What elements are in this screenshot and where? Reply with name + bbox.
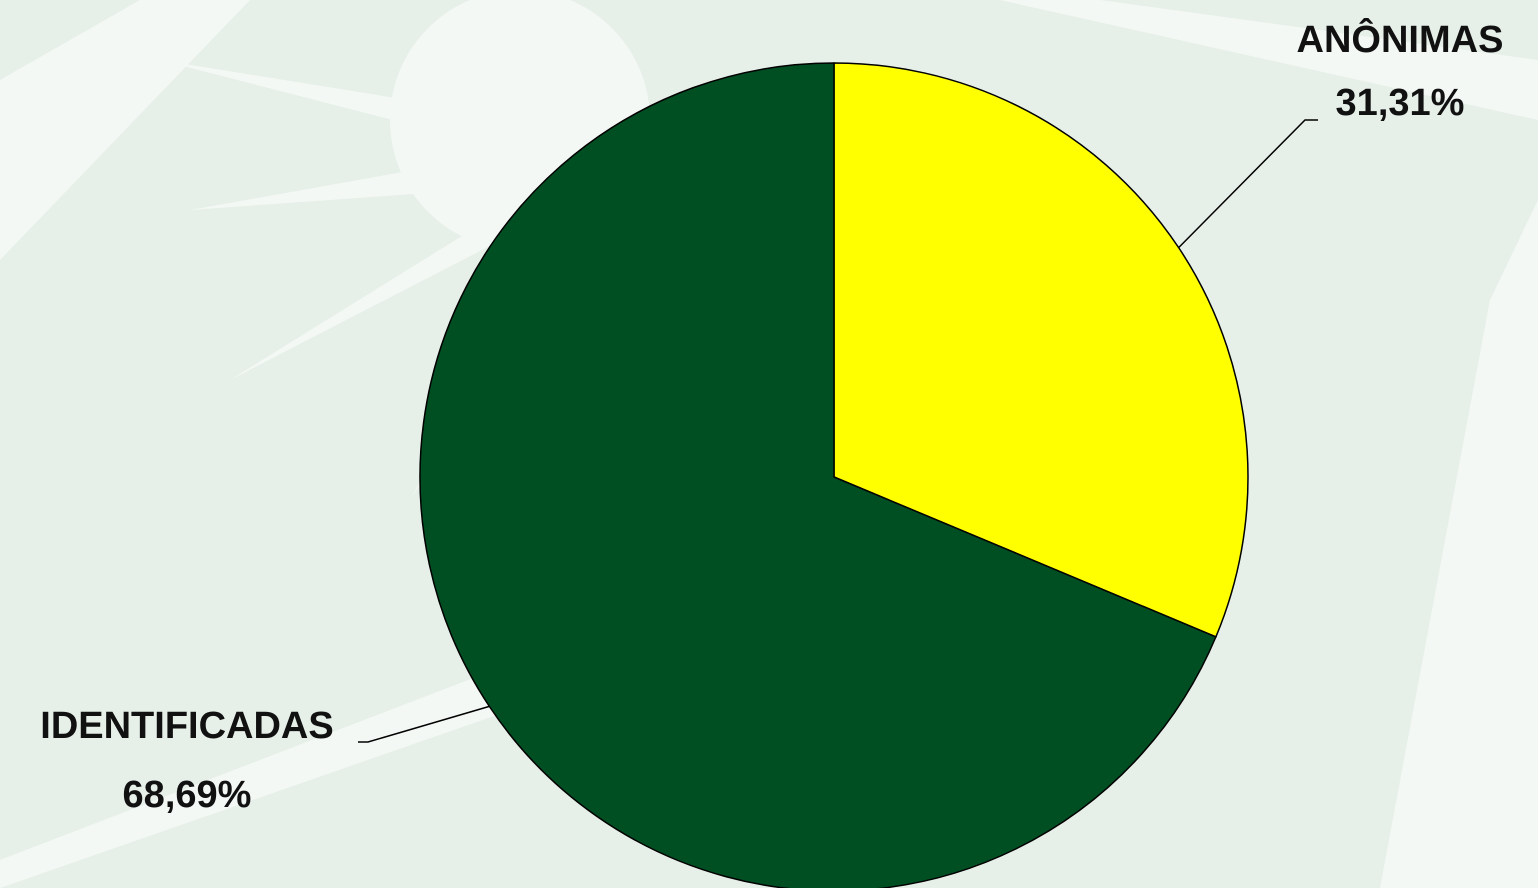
ray (1380, 200, 1538, 888)
pie-slice (419, 62, 1217, 892)
value-label: 31,31% (1336, 82, 1465, 124)
slice-label: IDENTIFICADAS (40, 705, 333, 747)
value-label: 68,69% (123, 774, 252, 816)
ray (0, 660, 540, 888)
slice-label: ANÔNIMAS (1297, 16, 1504, 61)
ray (1000, 0, 1538, 120)
leader-line (358, 705, 490, 743)
pie-slice (833, 62, 1249, 638)
ray (190, 160, 470, 210)
ray (230, 200, 540, 380)
leader-line (1178, 119, 1318, 249)
